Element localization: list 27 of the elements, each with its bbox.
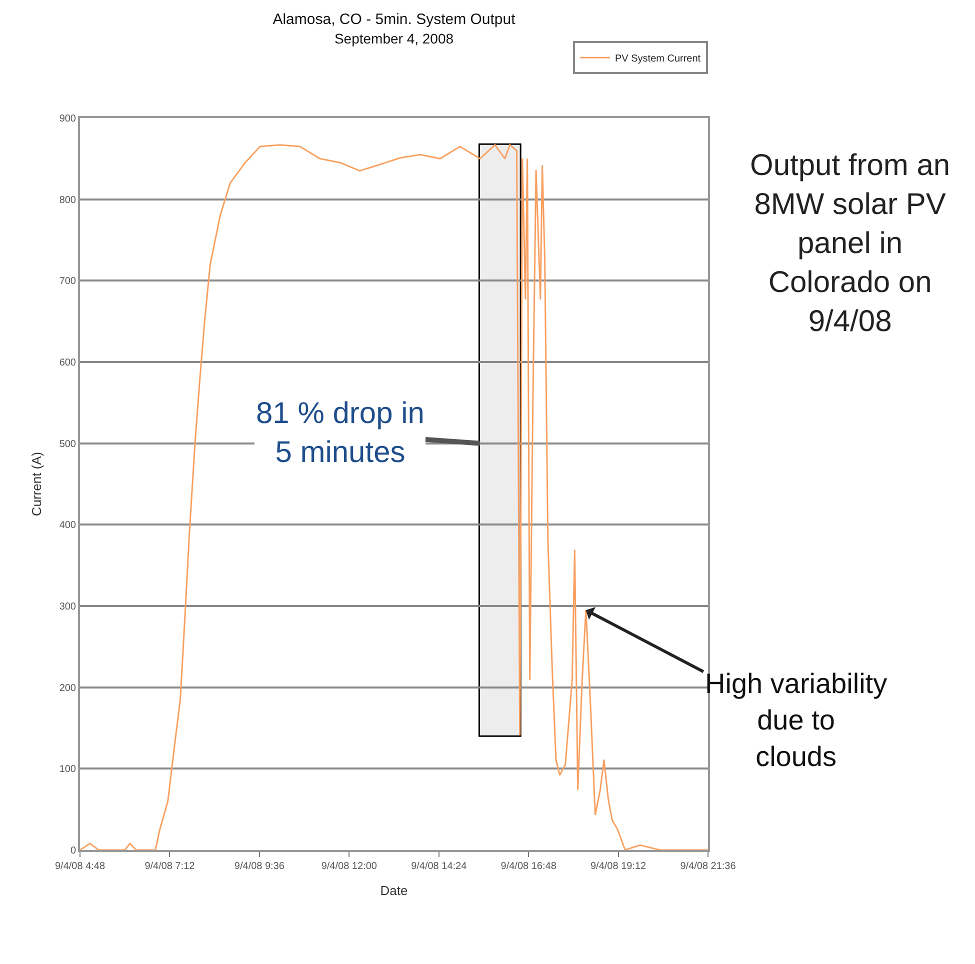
- y-tick-label: 300: [59, 602, 76, 612]
- y-tick-label: 600: [59, 358, 76, 368]
- x-tick-label: 9/4/08 9:36: [234, 861, 285, 872]
- x-tick-label: 9/4/08 21:36: [680, 861, 736, 872]
- line-series: [80, 144, 708, 850]
- y-tick-label: 0: [70, 846, 76, 856]
- x-tick-label: 9/4/08 4:48: [54, 861, 106, 872]
- x-tick-label: 9/4/08 12:00: [321, 861, 378, 872]
- chart-subtitle: September 4, 2008: [334, 30, 454, 47]
- y-tick-label: 400: [59, 520, 76, 532]
- y-tick-label: 800: [59, 194, 76, 206]
- x-tick-label: 9/4/08 16:48: [500, 861, 557, 872]
- legend-label: PV System Current: [615, 53, 701, 64]
- x-tick-label: 9/4/08 19:12: [590, 861, 647, 872]
- y-tick-label: 700: [59, 276, 76, 288]
- y-tick-label: 900: [59, 114, 76, 124]
- text: Output from an 8MW solar PV panel in Colorado on 9/4/08: [750, 149, 950, 338]
- chart-title: Alamosa, CO - 5min. System Output: [272, 11, 516, 28]
- y-axis-title: Current (A): [28, 452, 44, 516]
- annotation: High variability due to clouds: [705, 668, 888, 772]
- x-axis-title: Date: [380, 883, 408, 898]
- y-tick-label: 200: [59, 682, 76, 694]
- y-tick-label: 100: [59, 764, 76, 776]
- annotation: 81 % drop in 5 minutes: [256, 397, 424, 469]
- x-tick-label: 9/4/08 7:12: [144, 861, 196, 872]
- y-tick-label: 500: [59, 438, 76, 450]
- x-tick-label: 9/4/08 14:24: [411, 861, 468, 872]
